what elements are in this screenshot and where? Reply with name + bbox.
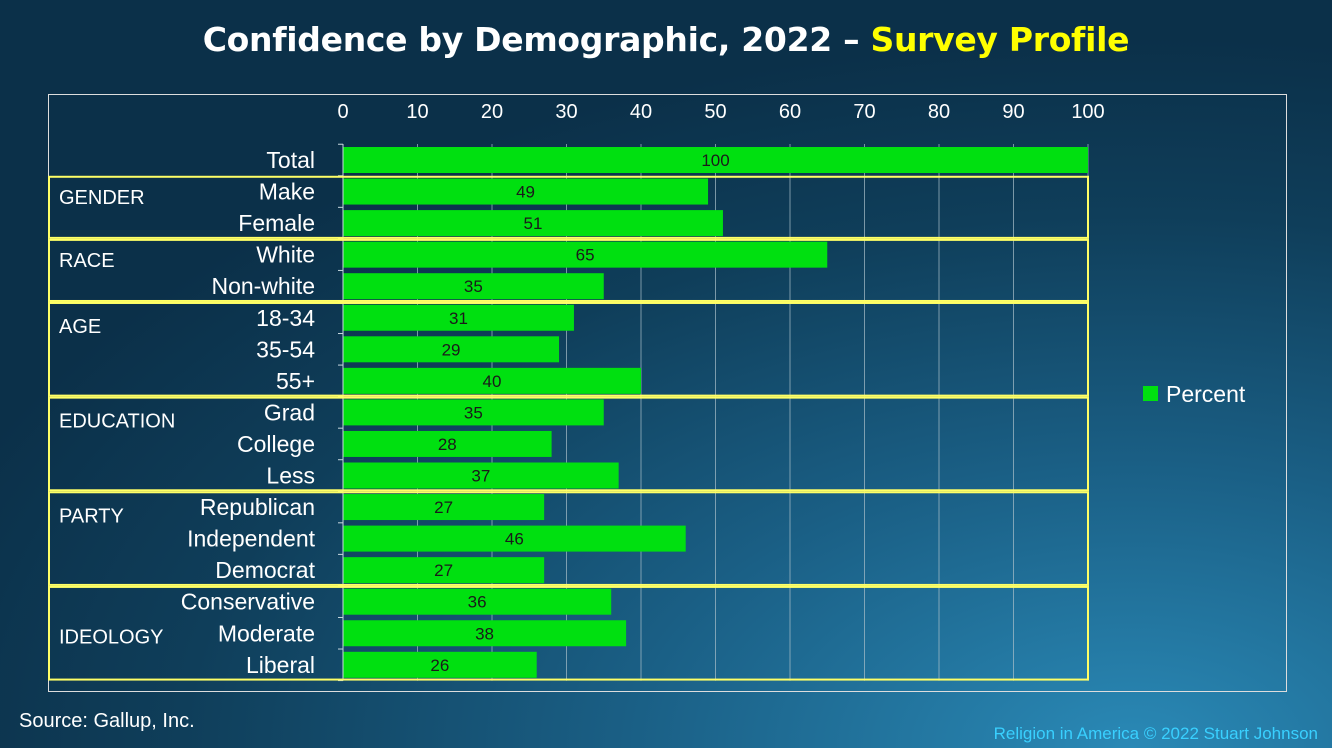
group-box [48, 585, 1089, 681]
x-tick-label: 30 [555, 101, 577, 123]
x-tick-label: 10 [406, 101, 428, 123]
bar-value-label: 31 [449, 309, 468, 328]
bar [343, 557, 545, 584]
group-label: AGE [59, 316, 101, 338]
bar-value-label: 40 [483, 372, 502, 391]
bar [343, 620, 627, 647]
bar [343, 210, 723, 237]
category-label: Grad [264, 399, 315, 425]
bar-value-label: 36 [468, 593, 487, 612]
bar-value-label: 46 [505, 530, 524, 549]
bar [343, 336, 560, 363]
category-label: Less [266, 463, 315, 489]
bar-value-label: 29 [442, 340, 461, 359]
group-label: GENDER [59, 187, 145, 209]
bar [343, 588, 612, 615]
bar [343, 178, 709, 205]
bar [343, 399, 604, 426]
category-label: Republican [200, 494, 315, 520]
group-label: RACE [59, 250, 115, 272]
legend-swatch [1143, 386, 1158, 401]
title-main: Confidence by Demographic, 2022 – [202, 20, 871, 59]
legend: Percent [1143, 381, 1246, 407]
group-box [48, 301, 1089, 397]
category-label: Democrat [215, 557, 315, 583]
bar [343, 494, 545, 521]
bar-value-label: 51 [524, 214, 543, 233]
bar-value-label: 100 [701, 151, 729, 170]
bar-value-label: 27 [434, 561, 453, 580]
group-label: PARTY [59, 505, 124, 527]
bar [343, 367, 641, 394]
x-tick-label: 60 [779, 101, 801, 123]
category-labels: Total Make Female White Non-white 18-34 35-54 5… [181, 147, 316, 678]
group-box [48, 175, 1089, 239]
category-label: White [256, 242, 315, 268]
bar [343, 273, 604, 300]
copyright-note: Religion in America © 2022 Stuart Johnso… [993, 724, 1318, 743]
bar-value-label: 35 [464, 403, 483, 422]
x-tick-label: 90 [1002, 101, 1024, 123]
group-box [48, 238, 1089, 302]
chart-title: Confidence by Demographic, 2022 – Survey… [0, 20, 1332, 59]
x-tick-label: 70 [853, 101, 875, 123]
legend-label: Percent [1166, 381, 1246, 407]
category-label: Independent [187, 526, 316, 552]
group-label: IDEOLOGY [59, 626, 163, 648]
bar [343, 241, 828, 268]
bar [343, 651, 537, 678]
bar [343, 525, 686, 552]
group-boxes: GENDER RACE AGE EDUCATION PARTY IDEOLOGY [48, 175, 1089, 681]
x-tick-label: 100 [1071, 101, 1104, 123]
category-label: 55+ [276, 368, 315, 394]
bar [343, 430, 552, 457]
category-label: College [237, 431, 315, 457]
bar-value-label: 26 [430, 656, 449, 675]
bar [343, 304, 574, 331]
category-label: 18-34 [256, 305, 315, 331]
title-highlight: Survey Profile [870, 20, 1130, 59]
category-label: Make [259, 179, 315, 205]
category-label: Non-white [211, 273, 315, 299]
x-tick-label: 50 [704, 101, 726, 123]
bar-value-label: 49 [516, 183, 535, 202]
category-label: Conservative [181, 589, 315, 615]
bar-value-label: 28 [438, 435, 457, 454]
x-tick-label: 0 [337, 101, 348, 123]
bar [343, 147, 1088, 173]
category-label: Moderate [218, 620, 315, 646]
group-label: EDUCATION [59, 411, 175, 433]
x-tick-label: 40 [630, 101, 652, 123]
x-axis-ticks: 0 10 20 30 40 50 60 70 80 90 100 [337, 101, 1104, 123]
category-label: 35-54 [256, 336, 315, 362]
category-label: Female [238, 210, 315, 236]
bar-value-label: 38 [475, 624, 494, 643]
bar-value-label: 27 [434, 498, 453, 517]
x-tick-label: 20 [481, 101, 503, 123]
bar-value-label: 35 [464, 277, 483, 296]
bar-value-label: 65 [576, 246, 595, 265]
x-tick-label: 80 [928, 101, 950, 123]
group-box [48, 396, 1089, 492]
group-box [48, 491, 1089, 586]
source-note: Source: Gallup, Inc. [19, 710, 195, 732]
bar-value-label: 37 [471, 467, 490, 486]
category-label: Total [266, 147, 315, 173]
bar [343, 462, 619, 489]
category-label: Liberal [246, 652, 315, 678]
